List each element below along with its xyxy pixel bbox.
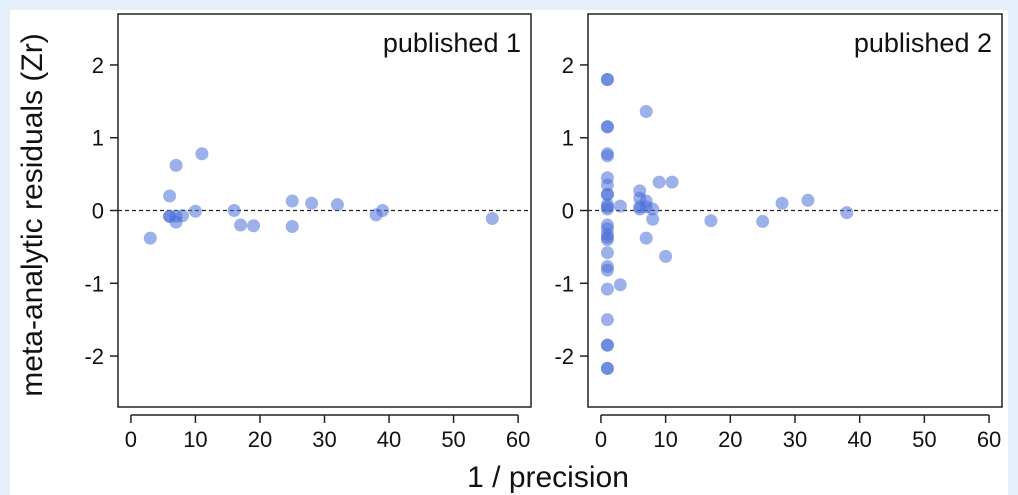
data-point [646,202,660,216]
y-tick-label: -2 [84,344,104,369]
y-tick-label: 2 [562,53,574,78]
data-point [485,212,499,226]
x-tick-label: 10 [183,427,207,452]
data-point [600,187,614,201]
x-tick-label: 50 [441,427,465,452]
data-point [234,218,248,232]
x-tick-label: 40 [847,427,871,452]
panel-title: published 1 [383,28,521,58]
data-point [652,175,666,189]
y-axis-label: meta-analytic residuals (Zr) [16,33,49,396]
x-tick-label: 0 [595,427,607,452]
data-point [285,220,299,234]
y-tick-label: 1 [562,126,574,151]
x-tick-label: 0 [125,427,137,452]
data-point [801,193,815,207]
y-tick-label: -2 [554,344,574,369]
data-point [613,199,627,213]
data-point [195,147,209,161]
data-point [330,198,344,212]
data-point [227,204,241,217]
data-point [600,246,614,260]
data-point [600,120,614,134]
x-tick-label: 60 [506,427,530,452]
y-tick-label: -1 [554,271,574,296]
y-tick-label: 2 [92,53,104,78]
data-point [143,231,157,245]
data-point [600,73,614,86]
data-point [163,189,177,203]
x-tick-label: 30 [312,427,336,452]
data-point [247,219,261,233]
data-point [600,202,614,216]
x-tick-label: 10 [653,427,677,452]
panel-title: published 2 [854,28,992,58]
figure-canvas: meta-analytic residuals (Zr) 1 / precisi… [16,13,1003,494]
x-tick-label: 40 [377,427,401,452]
data-point [840,206,854,220]
data-point [600,149,614,163]
data-point [600,282,614,296]
data-point [169,158,183,172]
x-tick-label: 60 [977,427,1001,452]
x-tick-label: 50 [912,427,936,452]
data-point [659,249,673,263]
x-tick-label: 20 [718,427,742,452]
data-point [600,338,614,352]
y-tick-label: -1 [84,271,104,296]
y-tick-label: 0 [92,199,104,224]
data-point [665,175,679,189]
data-point [285,194,299,208]
data-point [600,178,614,192]
data-point [756,214,770,228]
data-point [639,105,653,119]
x-axis-label: 1 / precision [467,461,629,494]
x-tick-label: 30 [783,427,807,452]
x-tick-label: 20 [248,427,272,452]
data-point [775,196,789,210]
data-point [188,204,202,218]
data-point [600,313,614,327]
data-point [600,361,614,375]
data-point [704,214,718,228]
data-point [613,278,627,292]
data-point [646,212,660,226]
data-point [176,209,190,223]
y-tick-label: 1 [92,126,104,151]
y-tick-label: 0 [562,199,574,224]
data-point [600,263,614,277]
data-point [600,233,614,247]
data-point [639,231,653,245]
data-point [305,196,319,210]
data-point [376,204,390,217]
